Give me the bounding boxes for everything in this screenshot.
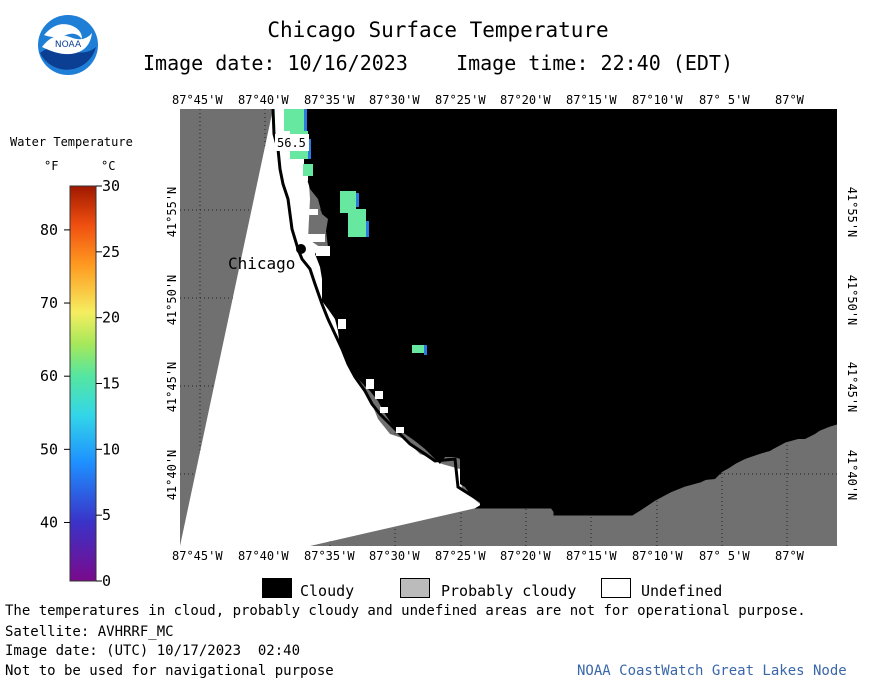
city-label: Chicago	[228, 254, 295, 273]
latitude-label-right: 41°45'N	[845, 361, 859, 413]
celsius-tick-label: 25	[102, 243, 120, 261]
image-date-time: Image date: 10/16/2023 Image time: 22:40…	[0, 51, 876, 75]
longitude-label-top: 87°40'W	[238, 93, 289, 107]
image-time: Image time: 22:40 (EDT)	[456, 51, 734, 75]
longitude-label-top: 87°25'W	[435, 93, 486, 107]
shoreline	[271, 109, 837, 516]
navigation-warning: Not to be used for navigational purpose	[5, 663, 334, 679]
legend-cloudy-swatch	[262, 578, 292, 598]
longitude-label-bottom: 87° 5'W	[699, 549, 750, 563]
latitude-label-right: 41°55'N	[845, 186, 859, 238]
legend-undefined-swatch	[601, 578, 631, 598]
longitude-label-top: 87°20'W	[500, 93, 551, 107]
disclaimer-text: The temperatures in cloud, probably clou…	[5, 603, 806, 619]
unit-celsius: °C	[101, 159, 116, 173]
longitude-label-top: 87°W	[775, 93, 804, 107]
coastwatch-credit: NOAA CoastWatch Great Lakes Node	[577, 663, 847, 679]
cloudy-area	[304, 109, 837, 514]
latitude-label-left: 41°55'N	[165, 186, 179, 238]
longitude-label-bottom: 87°40'W	[238, 549, 289, 563]
legend-probably-cloudy-label: Probably cloudy	[441, 582, 577, 600]
longitude-label-bottom: 87°W	[775, 549, 804, 563]
longitude-label-bottom: 87°20'W	[500, 549, 551, 563]
utc-date-text: Image date: (UTC) 10/17/2023 02:40	[5, 643, 301, 659]
map-title: Chicago Surface Temperature	[267, 18, 609, 42]
celsius-tick-label: 30	[102, 180, 120, 195]
latitude-label-left: 41°45'N	[165, 361, 179, 413]
celsius-tick-label: 20	[102, 309, 120, 327]
latitude-label-left: 41°40'N	[165, 449, 179, 501]
image-date: Image date: 10/16/2023	[142, 51, 408, 75]
longitude-label-bottom: 87°15'W	[566, 549, 617, 563]
scale-title: Water Temperature	[10, 135, 133, 149]
surface-temperature-map: 56.5 Chicago	[180, 109, 837, 546]
celsius-tick-label: 5	[102, 506, 111, 524]
legend-undefined-label: Undefined	[641, 582, 723, 600]
temperature-label: 56.5	[277, 136, 306, 150]
longitude-label-top: 87°45'W	[172, 93, 223, 107]
longitude-label-top: 87° 5'W	[699, 93, 750, 107]
fahrenheit-tick-label: 70	[40, 294, 58, 312]
fahrenheit-tick-label: 60	[40, 367, 58, 385]
longitude-label-top: 87°15'W	[566, 93, 617, 107]
longitude-label-bottom: 87°35'W	[304, 549, 355, 563]
latitude-label-right: 41°50'N	[845, 274, 859, 326]
longitude-label-bottom: 87°25'W	[435, 549, 486, 563]
longitude-label-top: 87°30'W	[369, 93, 420, 107]
longitude-label-bottom: 87°45'W	[172, 549, 223, 563]
fahrenheit-tick-label: 50	[40, 440, 58, 458]
longitude-label-top: 87°10'W	[632, 93, 683, 107]
legend-probably-cloudy-swatch	[400, 578, 430, 598]
legend-cloudy-label: Cloudy	[300, 582, 355, 600]
celsius-tick-label: 15	[102, 375, 120, 393]
longitude-label-top: 87°35'W	[304, 93, 355, 107]
unit-fahrenheit: °F	[44, 159, 59, 173]
fahrenheit-tick-label: 80	[40, 221, 58, 239]
celsius-tick-label: 10	[102, 440, 120, 458]
cool-water-edges	[304, 109, 427, 355]
latitude-label-left: 41°50'N	[165, 274, 179, 326]
chicago-marker	[296, 244, 306, 254]
satellite-text: Satellite: AVHRRF_MC	[5, 624, 174, 640]
temp-label-box	[275, 134, 309, 151]
longitude-label-bottom: 87°30'W	[369, 549, 420, 563]
fahrenheit-tick-label: 40	[40, 513, 58, 531]
noaa-logo: NOAA	[38, 15, 98, 75]
logo-text: NOAA	[55, 40, 82, 50]
latitude-label-right: 41°40'N	[845, 449, 859, 501]
celsius-tick-label: 0	[102, 572, 111, 590]
longitude-label-bottom: 87°10'W	[632, 549, 683, 563]
